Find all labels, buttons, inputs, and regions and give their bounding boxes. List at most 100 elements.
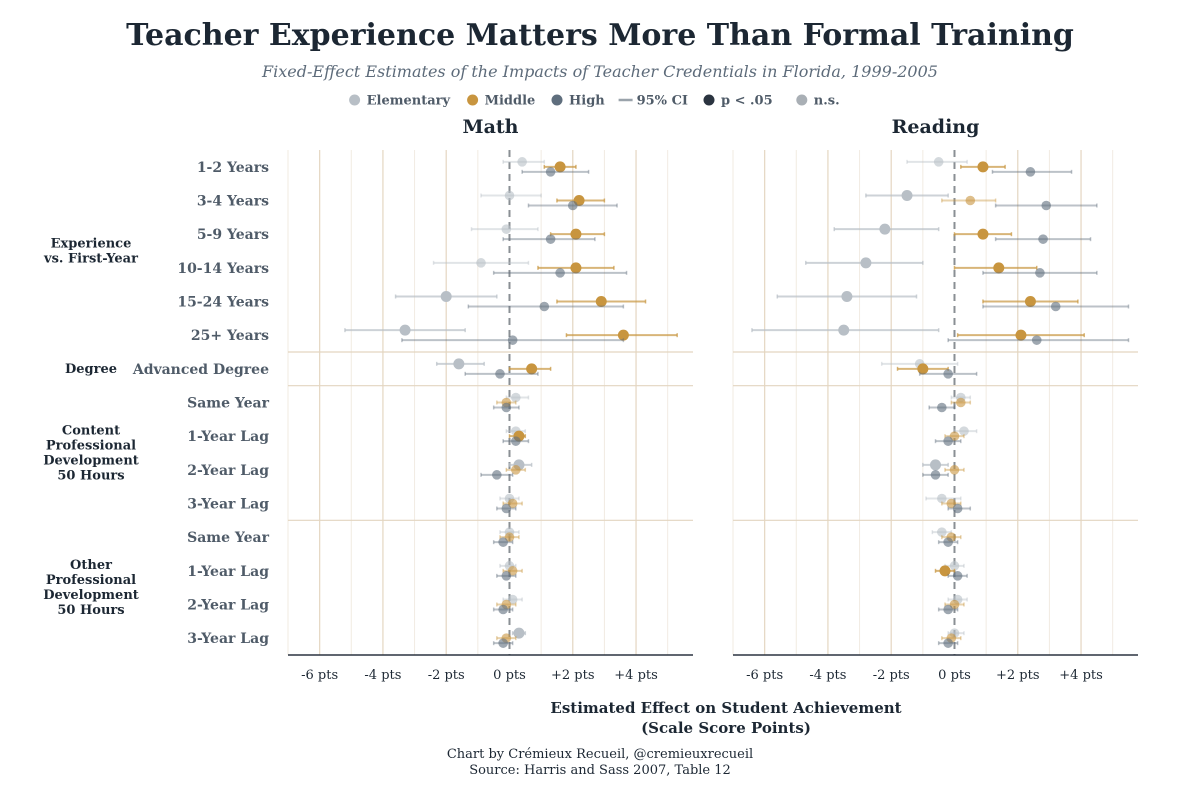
legend-label: p < .05 [721, 94, 773, 109]
estimate-dot [617, 329, 629, 341]
estimate-point [344, 324, 466, 336]
estimate-point [982, 301, 1130, 312]
caption-line: Chart by Crémieux Recueil, @cremieuxrecu… [447, 747, 753, 762]
estimate-point [496, 503, 517, 514]
panel-reading: Reading -6 pts -4 pts -2 pts 0 pts +2 pts +4 p… [732, 116, 1138, 683]
estimate-dot [570, 262, 582, 274]
row-labels: 1-2 Years 3-4 Years 5-9 Years 10-14 Years 15… [132, 160, 270, 647]
caption: Chart by Crémieux Recueil, @cremieuxrecu… [447, 747, 753, 778]
estimate-dot [498, 638, 508, 648]
estimate-point [480, 190, 542, 201]
estimate-point [941, 195, 997, 206]
estimate-point [511, 627, 527, 639]
estimate-point [931, 527, 953, 537]
row-label: 1-Year Lag [187, 564, 269, 580]
estimate-dot [555, 268, 565, 278]
estimate-dot [879, 223, 891, 235]
estimate-point [492, 604, 514, 615]
legend-dot-key [349, 94, 361, 106]
estimate-point [994, 200, 1098, 211]
estimate-dot [545, 167, 556, 177]
estimate-dot [956, 397, 966, 408]
estimate-dot [901, 190, 913, 201]
estimate-dot [1050, 301, 1061, 312]
x-tick-label: -6 pts [746, 668, 783, 683]
estimate-dot [949, 561, 960, 571]
estimate-point [947, 503, 972, 514]
estimate-dot [977, 161, 989, 173]
estimate-point [805, 257, 924, 269]
x-tick-label: -4 pts [809, 668, 846, 683]
estimate-point [896, 363, 949, 375]
estimate-dot [1024, 296, 1036, 307]
x-tick-label: -2 pts [428, 668, 465, 683]
estimate-dot [860, 257, 872, 269]
estimate-point [480, 470, 514, 480]
row-label: 2-Year Lag [187, 598, 269, 614]
estimate-dot [838, 324, 850, 336]
estimate-point [991, 167, 1073, 177]
estimate-dot [511, 465, 521, 475]
estimate-point [492, 537, 514, 547]
chart-title: Teacher Experience Matters More Than For… [126, 18, 1074, 53]
estimate-dot [501, 503, 512, 514]
estimate-point [925, 493, 962, 504]
estimate-dot [917, 363, 929, 375]
estimate-point [934, 436, 962, 446]
caption-line: Source: Harris and Sass 2007, Table 12 [469, 763, 731, 778]
estimate-dot [495, 369, 505, 379]
legend-label: n.s. [814, 94, 840, 109]
legend-label: Elementary [367, 94, 451, 109]
estimate-point [865, 190, 949, 201]
legend-label: High [569, 94, 605, 109]
row-label: 3-4 Years [197, 194, 269, 210]
estimate-point [922, 470, 949, 480]
estimate-dot [1025, 167, 1036, 177]
estimate-point [953, 262, 1038, 274]
estimate-dot [949, 465, 960, 475]
estimate-point [947, 571, 968, 581]
estimate-dot [1015, 329, 1027, 341]
estimate-point [950, 397, 972, 408]
estimate-point [922, 459, 949, 471]
x-axis-title: Estimated Effect on Student Achievement (… [550, 699, 901, 737]
row-label: 1-2 Years [197, 160, 269, 176]
estimate-dot [943, 436, 953, 446]
estimate-point [543, 161, 577, 173]
chart-subtitle: Fixed-Effect Estimates of the Impacts of… [261, 62, 938, 81]
estimate-point [982, 296, 1079, 307]
estimate-dot [943, 638, 953, 648]
estimate-dot [993, 262, 1005, 274]
row-label: Same Year [187, 530, 270, 546]
estimate-point [956, 329, 1085, 341]
estimate-point [982, 268, 1098, 278]
estimate-dot [539, 301, 550, 312]
estimate-dot [965, 195, 976, 206]
estimate-point [776, 291, 918, 302]
estimate-point [934, 565, 956, 577]
legend-item: p < .05 [703, 94, 773, 109]
estimate-point [496, 599, 517, 610]
estimate-point [937, 638, 959, 648]
estimate-point [751, 324, 940, 336]
group-label: Content Professional Development 50 Hours [43, 424, 139, 484]
estimate-dot [501, 571, 512, 581]
estimate-dot [511, 436, 521, 446]
estimate-point [432, 258, 530, 268]
estimate-dot [595, 296, 607, 307]
estimate-point [549, 228, 606, 240]
estimate-dot [930, 470, 941, 480]
estimate-point [401, 335, 625, 345]
estimate-dot [554, 161, 566, 173]
row-label: 2-Year Lag [187, 463, 269, 479]
estimate-dot [933, 157, 944, 167]
estimate-point [937, 537, 959, 547]
estimate-dot [476, 258, 486, 268]
estimate-dot [511, 392, 521, 403]
estimate-point [464, 369, 539, 379]
x-tick-label: +4 pts [1059, 668, 1103, 683]
row-label: Advanced Degree [132, 362, 269, 378]
estimate-point [833, 223, 940, 235]
legend: Elementary Middle High 95% CI p < .05 n.s. [349, 94, 840, 109]
estimate-point [556, 195, 606, 206]
